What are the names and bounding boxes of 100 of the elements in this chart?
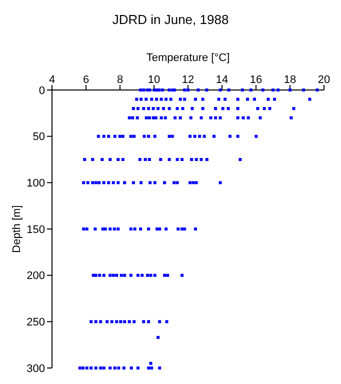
- point: [136, 274, 140, 277]
- point: [272, 88, 274, 92]
- point: [119, 320, 122, 324]
- point: [192, 181, 195, 184]
- point: [236, 98, 240, 101]
- point: [147, 366, 150, 370]
- y-tick-label: 0: [38, 84, 45, 97]
- point: [112, 228, 116, 230]
- point: [221, 107, 224, 110]
- point: [108, 158, 112, 161]
- point: [190, 158, 194, 161]
- point: [218, 88, 222, 92]
- point: [288, 88, 292, 92]
- point: [261, 88, 264, 92]
- point: [135, 98, 138, 101]
- point: [217, 98, 220, 101]
- point: [242, 116, 245, 120]
- point: [132, 320, 136, 324]
- point: [144, 98, 148, 101]
- point: [183, 98, 186, 101]
- point: [94, 181, 98, 184]
- point: [138, 158, 142, 161]
- point: [158, 366, 162, 370]
- point: [262, 107, 266, 110]
- point: [147, 107, 150, 110]
- x-tick-label: 6: [82, 74, 90, 86]
- point: [91, 158, 94, 161]
- point: [121, 134, 124, 138]
- point: [155, 98, 158, 101]
- point: [249, 88, 252, 92]
- point: [102, 274, 106, 277]
- point: [96, 134, 100, 138]
- point: [162, 107, 166, 110]
- point: [176, 107, 179, 110]
- point: [148, 116, 151, 120]
- point: [108, 366, 112, 370]
- point: [104, 228, 107, 230]
- point: [159, 158, 162, 161]
- point: [176, 181, 179, 184]
- point: [116, 181, 120, 184]
- point: [308, 98, 312, 101]
- point: [205, 88, 208, 92]
- point: [183, 88, 186, 92]
- point: [236, 107, 240, 110]
- point: [146, 274, 150, 277]
- point: [94, 228, 97, 230]
- point: [142, 88, 146, 92]
- point: [190, 107, 194, 110]
- point: [205, 158, 208, 161]
- point: [218, 116, 222, 120]
- point: [102, 366, 106, 370]
- point: [113, 366, 116, 370]
- point: [164, 228, 168, 230]
- point: [123, 274, 126, 277]
- point: [194, 181, 198, 184]
- y-tick-label: 300: [26, 362, 45, 375]
- point: [120, 274, 123, 277]
- x-tick-label: 8: [116, 74, 124, 86]
- point: [128, 320, 131, 324]
- point: [316, 88, 319, 92]
- y-tick-label: 100: [26, 178, 45, 190]
- point: [98, 274, 102, 277]
- point: [139, 88, 142, 92]
- point: [180, 158, 184, 161]
- point: [238, 158, 242, 161]
- point: [107, 181, 110, 184]
- point: [118, 134, 122, 138]
- point: [99, 366, 102, 370]
- point: [202, 134, 206, 138]
- point: [148, 181, 152, 184]
- point: [122, 366, 126, 370]
- point: [258, 116, 262, 120]
- point: [246, 116, 250, 120]
- point: [112, 181, 115, 184]
- point: [158, 88, 161, 92]
- point: [94, 274, 98, 277]
- point: [168, 107, 171, 110]
- point: [136, 107, 140, 110]
- point: [110, 320, 114, 324]
- point: [194, 98, 197, 101]
- point: [147, 134, 150, 138]
- point: [85, 366, 88, 370]
- point: [121, 158, 124, 161]
- point: [140, 274, 144, 277]
- point: [112, 274, 115, 277]
- point: [139, 228, 142, 230]
- point: [168, 158, 171, 161]
- y-tick-label: 150: [26, 224, 45, 236]
- point: [142, 134, 146, 138]
- point: [266, 98, 270, 101]
- point: [116, 228, 120, 230]
- point: [214, 116, 218, 120]
- point: [83, 158, 86, 161]
- point: [189, 116, 192, 120]
- point: [82, 181, 86, 184]
- point: [150, 366, 154, 370]
- point: [236, 134, 240, 138]
- point: [90, 366, 93, 370]
- point: [158, 228, 162, 230]
- y-tick-label: 50: [32, 131, 45, 144]
